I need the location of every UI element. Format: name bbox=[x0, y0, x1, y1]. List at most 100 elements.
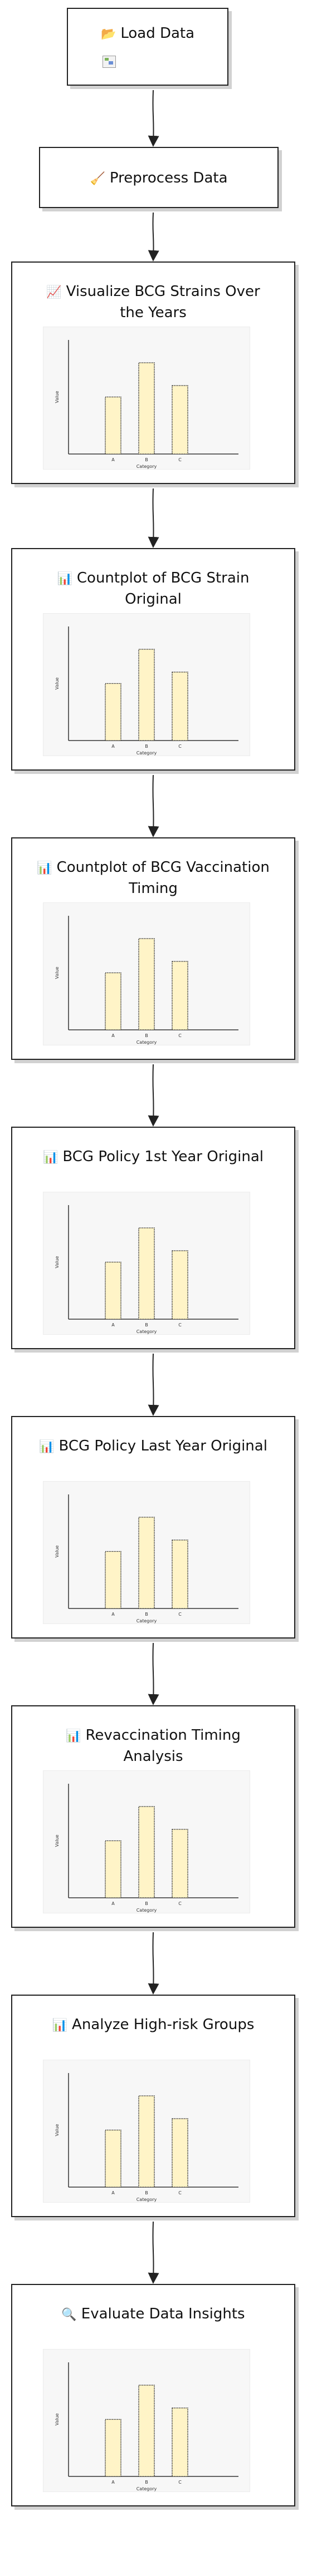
bar-a bbox=[105, 1261, 121, 1320]
bar-chart-icon: 📊 bbox=[66, 1729, 81, 1743]
bar-chart: A B C Category Value bbox=[55, 1205, 238, 1334]
bar-a bbox=[105, 1551, 121, 1609]
evaluate-data-insights-node[interactable]: 🔍 Evaluate Data Insights A B C Category Value bbox=[11, 2284, 295, 2506]
bar-b bbox=[138, 2095, 155, 2188]
analyze-high-risk-groups-node[interactable]: 📊 Analyze High-risk Groups A B C Category Val… bbox=[11, 1995, 295, 2217]
bcg-policy-first-year-title: BCG Policy 1st Year Original bbox=[62, 1148, 264, 1165]
bar-b bbox=[138, 2385, 155, 2477]
evaluate-data-insights-title: Evaluate Data Insights bbox=[81, 2306, 245, 2322]
y-axis-label: Value bbox=[55, 1256, 60, 1268]
x-tick-label: C bbox=[178, 1901, 182, 1906]
revaccination-timing-analysis-node[interactable]: 📊 Revaccination Timing Analysis A B C Catego… bbox=[11, 1705, 295, 1928]
chart-panel: A B C Category Value bbox=[43, 902, 250, 1045]
x-tick-label: C bbox=[178, 2190, 182, 2195]
x-axis-label: Category bbox=[136, 464, 157, 469]
bar-chart: A B C Category Value bbox=[55, 2362, 238, 2491]
x-tick-label: B bbox=[145, 2190, 148, 2195]
bar-a bbox=[105, 1840, 121, 1898]
load-data-node[interactable]: 📂 Load Data bbox=[67, 8, 228, 86]
bar-c bbox=[172, 2118, 188, 2188]
x-tick-label: B bbox=[145, 1901, 148, 1906]
x-tick-label: B bbox=[145, 2480, 148, 2485]
y-axis-label: Value bbox=[55, 2124, 60, 2136]
x-axis-label: Category bbox=[136, 1618, 157, 1623]
analyze-high-risk-groups-title: Analyze High-risk Groups bbox=[72, 2016, 255, 2033]
bar-b bbox=[138, 1517, 155, 1609]
x-tick-label: B bbox=[145, 1612, 148, 1617]
bar-chart-icon: 📊 bbox=[39, 1440, 55, 1454]
bar-c bbox=[172, 1829, 188, 1898]
magnifier-icon: 🔍 bbox=[61, 2308, 77, 2322]
x-tick-label: C bbox=[178, 1322, 182, 1328]
x-tick-label: A bbox=[111, 1322, 115, 1328]
x-tick-label: A bbox=[111, 1901, 115, 1906]
bcg-policy-first-year-node[interactable]: 📊 BCG Policy 1st Year Original A B C Categor… bbox=[11, 1127, 295, 1349]
x-tick-label: B bbox=[145, 1033, 148, 1038]
x-tick-label: B bbox=[145, 457, 148, 462]
x-tick-label: A bbox=[111, 457, 115, 462]
bar-c bbox=[172, 961, 188, 1030]
x-tick-label: C bbox=[178, 744, 182, 749]
x-tick-label: A bbox=[111, 1033, 115, 1038]
chart-panel: A B C Category Value bbox=[43, 1770, 250, 1913]
bar-chart: A B C Category Value bbox=[55, 2073, 238, 2202]
x-axis-label: Category bbox=[136, 751, 157, 756]
chart-panel: A B C Category Value bbox=[43, 2060, 250, 2203]
x-axis-label: Category bbox=[136, 1329, 157, 1334]
folder-icon: 📂 bbox=[100, 27, 116, 41]
load-data-title: Load Data bbox=[120, 25, 195, 42]
x-tick-label: A bbox=[111, 744, 115, 749]
x-tick-label: C bbox=[178, 1612, 182, 1617]
x-axis-label: Category bbox=[136, 2197, 157, 2202]
bar-chart: A B C Category Value bbox=[55, 340, 238, 469]
x-tick-label: C bbox=[178, 1033, 182, 1038]
y-axis-label: Value bbox=[55, 1834, 60, 1847]
chart-panel: A B C Category Value bbox=[43, 327, 250, 470]
broom-icon: 🧹 bbox=[90, 172, 105, 186]
bar-chart-icon: 📊 bbox=[42, 1151, 58, 1164]
y-axis-label: Value bbox=[55, 1545, 60, 1557]
countplot-bcg-strain-node[interactable]: 📊 Countplot of BCG Strain Original A B C Cat… bbox=[11, 548, 295, 771]
bar-a bbox=[105, 2419, 121, 2477]
bar-c bbox=[172, 1250, 188, 1320]
x-tick-label: A bbox=[111, 2190, 115, 2195]
x-axis-label: Category bbox=[136, 1908, 157, 1913]
x-tick-label: B bbox=[145, 1322, 148, 1328]
bar-a bbox=[105, 683, 121, 741]
countplot-bcg-vaccination-timing-title: Countplot of BCG Vaccination Timing bbox=[56, 859, 270, 897]
bar-b bbox=[138, 649, 155, 741]
bar-a bbox=[105, 972, 121, 1030]
bar-c bbox=[172, 672, 188, 741]
x-tick-label: C bbox=[178, 457, 182, 462]
bar-chart-icon: 📊 bbox=[37, 861, 52, 875]
bar-chart-icon: 📊 bbox=[52, 2019, 68, 2032]
preprocess-data-node[interactable]: 🧹 Preprocess Data bbox=[39, 147, 279, 208]
broken-image-icon bbox=[103, 56, 116, 68]
bar-chart: A B C Category Value bbox=[55, 1494, 238, 1623]
countplot-bcg-strain-title: Countplot of BCG Strain Original bbox=[76, 570, 250, 608]
bar-c bbox=[172, 1539, 188, 1609]
bar-b bbox=[138, 1806, 155, 1898]
bar-chart: A B C Category Value bbox=[55, 626, 238, 756]
chart-panel: A B C Category Value bbox=[43, 2349, 250, 2492]
chart-panel: A B C Category Value bbox=[43, 613, 250, 756]
bar-a bbox=[105, 2129, 121, 2188]
visualize-bcg-strains-title: Visualize BCG Strains Over the Years bbox=[66, 283, 260, 321]
bcg-policy-last-year-node[interactable]: 📊 BCG Policy Last Year Original A B C Catego… bbox=[11, 1416, 295, 1639]
bar-c bbox=[172, 385, 188, 455]
bcg-policy-last-year-title: BCG Policy Last Year Original bbox=[58, 1438, 267, 1454]
y-axis-label: Value bbox=[55, 966, 60, 979]
x-axis-label: Category bbox=[136, 2486, 157, 2491]
visualize-bcg-strains-node[interactable]: 📈 Visualize BCG Strains Over the Years A B… bbox=[11, 261, 295, 484]
x-tick-label: C bbox=[178, 2480, 182, 2485]
chart-increasing-icon: 📈 bbox=[46, 285, 62, 299]
bar-c bbox=[172, 2407, 188, 2477]
preprocess-data-title: Preprocess Data bbox=[109, 170, 228, 186]
x-axis-label: Category bbox=[136, 1040, 157, 1045]
bar-b bbox=[138, 362, 155, 455]
y-axis-label: Value bbox=[55, 677, 60, 689]
revaccination-timing-analysis-title: Revaccination Timing Analysis bbox=[85, 1727, 241, 1765]
y-axis-label: Value bbox=[55, 2413, 60, 2425]
